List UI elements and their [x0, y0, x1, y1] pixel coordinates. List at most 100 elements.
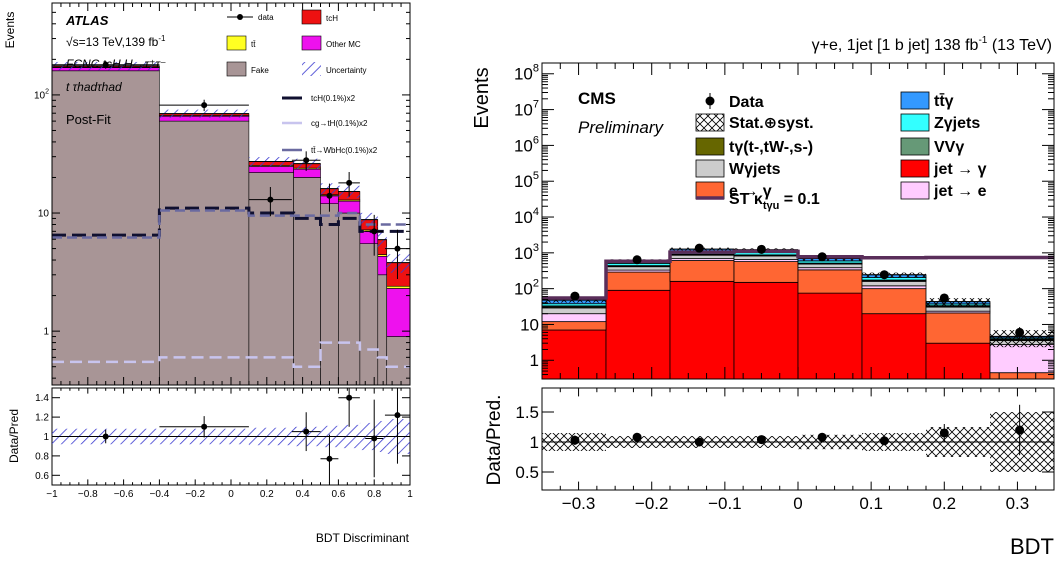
stack-bar-0-2: [248, 172, 294, 385]
data-point-1: [632, 255, 642, 265]
stack-bar-3-5: [861, 280, 927, 287]
cms-experiment-label: CMS: [578, 89, 616, 108]
y-tick-label-8: 108: [514, 63, 539, 84]
signal-line-1: [52, 341, 410, 368]
ratio-y-tick-label-0: 0.6: [35, 471, 49, 482]
legend-signal-label: ST κtγu = 0.1: [729, 191, 820, 212]
data-point-4: [326, 192, 333, 199]
stack-bar-1-7: [377, 256, 388, 276]
x-tick-label-3: −0.4: [150, 489, 170, 500]
legend-label-2: tt̄: [251, 40, 256, 49]
ratio-y-tick-label-1: 1: [530, 433, 539, 452]
ratio-y-tick-label-4: 1.4: [35, 393, 49, 404]
x-tick-label-9: 0.8: [367, 489, 381, 500]
ratio-point-7: [1015, 425, 1025, 435]
ratio-point-5: [879, 436, 889, 446]
ratio-point-3: [326, 455, 333, 462]
y-tick-label-1: 10: [38, 209, 50, 220]
cms-ratio-panel: 0.5 1 1.5 −0.3 −0.2 −0.1 0 0.1 0.2 0.3 Data/Pred…: [484, 387, 1055, 559]
stack-bar-3-0: [542, 307, 607, 315]
y-tick-label-7: 107: [514, 99, 539, 120]
stack-bar-1-1: [605, 271, 671, 291]
stack-bar-1-3: [293, 168, 321, 178]
stack-bar-1-6: [925, 312, 991, 344]
atlas-ratio-y-label: Data/Pred: [7, 409, 21, 463]
atlas-channel-label: t τhadτhad: [66, 80, 122, 94]
stack-bar-0-2: [669, 280, 735, 379]
x-tick-label-5: 0: [228, 489, 234, 500]
ratio-y-tick-label-3: 1.2: [35, 413, 49, 424]
legend-label-4: tγ(t-,tW-,s-): [729, 139, 813, 156]
legend-swatch-7: [900, 91, 930, 110]
legend-swatch-4: [695, 137, 725, 156]
legend-data-label: data: [258, 13, 274, 22]
stack-bar-0-0: [52, 70, 160, 385]
x-tick-label-4: −0.2: [185, 489, 205, 500]
atlas-x-axis-label: BDT Discriminant: [316, 531, 410, 545]
atlas-fit-label: Post-Fit: [66, 112, 111, 127]
stack-bar-0-1: [159, 120, 250, 385]
uncertainty-band-7: [377, 232, 387, 249]
stack-bar-2-5: [861, 285, 927, 290]
stack-bar-2-7: [989, 344, 1054, 374]
y-tick-label-0: 1: [530, 351, 539, 370]
ratio-point-6: [394, 412, 401, 419]
ratio-point-0: [570, 435, 580, 445]
y-tick-label-4: 104: [514, 206, 539, 227]
uncertainty-band-7: [990, 330, 1054, 348]
x-tick-label-6: 0.3: [1006, 494, 1030, 513]
data-point-6: [939, 293, 949, 303]
legend-data-marker: [237, 14, 243, 20]
legend-swatch-0: [900, 159, 930, 178]
stack-bar-0-1: [605, 289, 671, 379]
ratio-point-2: [694, 437, 704, 447]
ratio-y-tick-label-2: 1.5: [515, 403, 539, 422]
atlas-ratio-panel: 0.6 0.8 1 1.2 1.4 −1 −0.8 −0.6 −0.4 −0.2 0 0.2 0.4 0…: [7, 387, 413, 545]
cms-header: γ+e, 1jet [1 b jet] 138 fb-1 (13 TeV): [812, 35, 1052, 54]
uncertainty-band-6: [926, 298, 990, 307]
x-tick-label-10: 1: [407, 489, 413, 500]
legend-label-1: e → γ: [729, 183, 772, 200]
cms-ratio-y-label: Data/Pred.: [484, 395, 505, 486]
stack-bar-1-0: [542, 321, 607, 331]
ratio-point-0: [102, 433, 109, 440]
legend-swatch-3: [301, 9, 322, 25]
stack-bar-0-0: [542, 329, 607, 379]
data-point-7: [1015, 327, 1025, 337]
legend-label-3: tcH: [326, 14, 338, 23]
stack-bar-0-3: [293, 177, 321, 385]
cms-legend: Data Stat.⊕syst. jet → γ e → γ jet → e Wγjets…: [695, 91, 987, 212]
atlas-legend: data Fake Other MC tt̄ tcH Uncertainty tcH(0.1…: [226, 9, 378, 155]
x-tick-label-8: 0.6: [331, 489, 345, 500]
x-tick-label-0: −1: [46, 489, 58, 500]
stack-bar-3-3: [733, 255, 799, 260]
ratio-y-tick-label-2: 1: [43, 432, 49, 443]
x-tick-label-3: 0: [793, 494, 802, 513]
legend-swatch-5: [900, 137, 930, 156]
x-tick-label-2: −0.1: [708, 494, 742, 513]
y-tick-label-3: 103: [514, 242, 539, 263]
atlas-y-axis-label: Events: [3, 12, 17, 49]
stack-bar-1-3: [733, 261, 799, 283]
signal-line-2: [52, 209, 410, 239]
atlas-energy-label: √s=13 TeV,139 fb-1: [66, 34, 166, 49]
x-tick-label-7: 0.4: [296, 489, 310, 500]
y-tick-label-0: 1: [43, 327, 49, 338]
data-point-2: [267, 196, 274, 203]
data-point-2: [694, 243, 704, 253]
data-point-0: [570, 291, 580, 301]
y-tick-label-6: 106: [514, 134, 539, 155]
stack-bar-0-5: [861, 313, 927, 379]
ratio-y-tick-label-0: 0.5: [515, 463, 539, 482]
data-point-4: [817, 252, 827, 262]
legend-data-label: Data: [729, 94, 764, 111]
y-tick-label-2: 102: [514, 278, 539, 299]
atlas-process-label: FCNC tcH H→τ⁺τ⁻: [66, 57, 166, 71]
legend-signal-label-2: tt̄→WbHc(0.1%)x2: [311, 146, 378, 155]
legend-label-3: Wγjets: [729, 161, 781, 178]
data-point-5: [346, 179, 353, 186]
y-tick-label-5: 105: [514, 170, 539, 191]
stack-bar-1-5: [338, 200, 361, 214]
x-tick-label-1: −0.2: [635, 494, 669, 513]
